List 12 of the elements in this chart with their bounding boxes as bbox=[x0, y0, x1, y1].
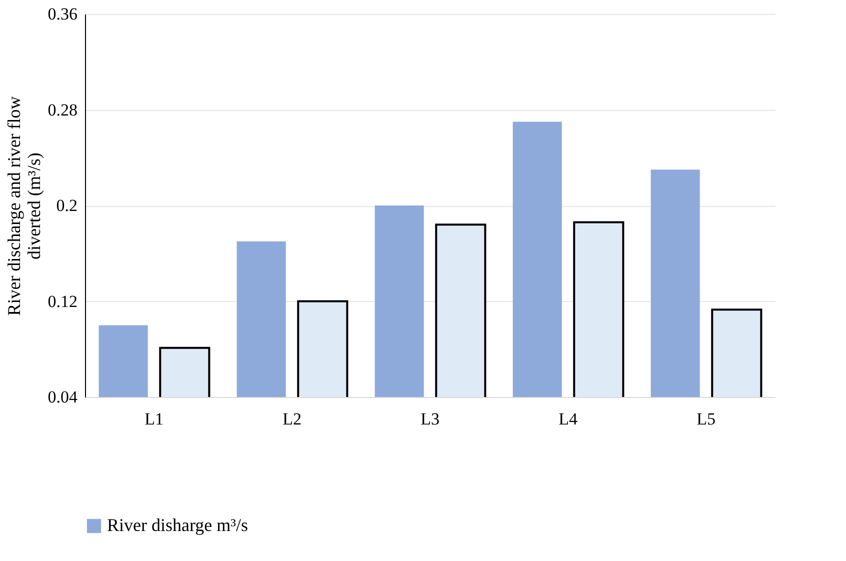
x-tick-label: L2 bbox=[282, 410, 302, 428]
x-tick-label: L1 bbox=[144, 410, 164, 428]
x-tick-label: L5 bbox=[696, 410, 716, 428]
y-axis-title: River discharge and river flow diverted (m³/s) bbox=[4, 96, 44, 316]
legend-label: River disharge m³/s bbox=[107, 515, 248, 535]
y-tick-label: 0.28 bbox=[48, 100, 78, 120]
y-tick-label: 0.36 bbox=[48, 4, 78, 24]
x-tick-label: L4 bbox=[558, 410, 578, 428]
y-tick-label: 0.04 bbox=[48, 388, 78, 406]
x-tick-label: L3 bbox=[420, 410, 440, 428]
y-tick-label: 0.12 bbox=[48, 292, 78, 311]
y-tick-label: 0.2 bbox=[56, 196, 78, 215]
